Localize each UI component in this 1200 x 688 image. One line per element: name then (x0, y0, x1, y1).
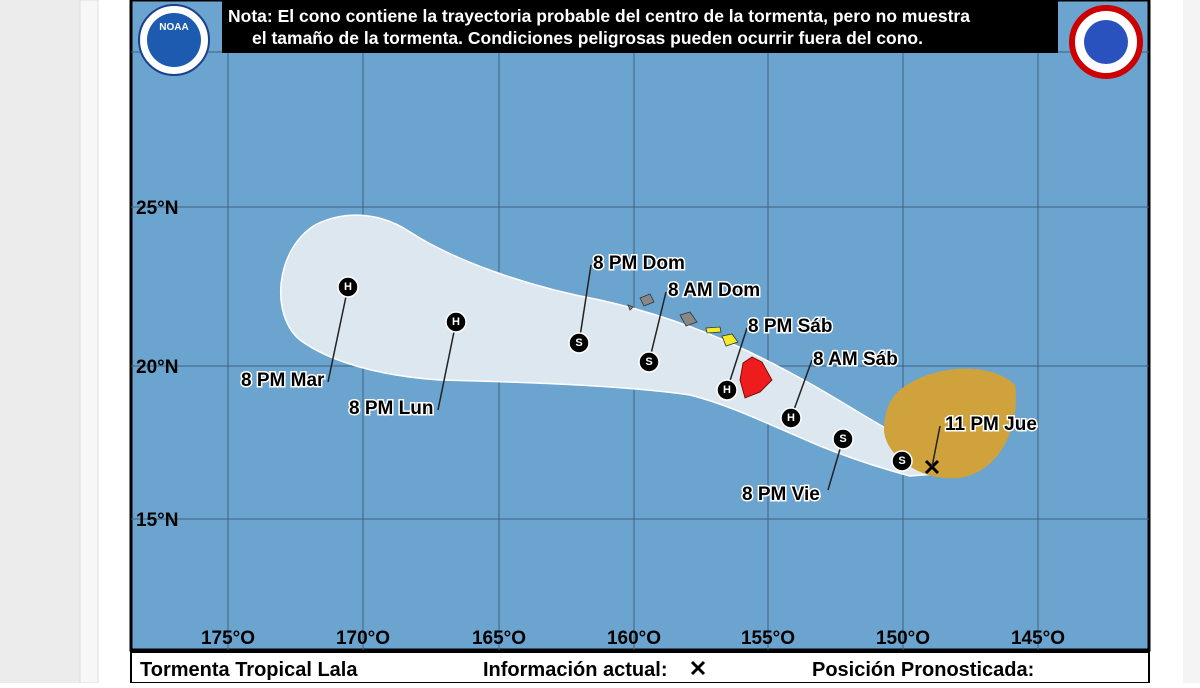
lon-label: 165°O (472, 628, 526, 649)
forecast-cone (280, 214, 936, 477)
grid: 25°N 20°N 15°N 175°O 170°O 165°O 160°O 155°O 150… (131, 0, 1149, 650)
leader (437, 321, 457, 411)
legend-title: Tormenta Tropical Lala (140, 659, 358, 681)
forecast-symbol: S (898, 455, 905, 467)
forecast-point (568, 332, 590, 354)
leader (578, 264, 592, 344)
islands-yellow (705, 326, 739, 347)
forecast-label: 11 PM Jue (945, 414, 1037, 435)
forecast-point (891, 450, 913, 472)
note-box (222, 0, 1058, 53)
forecast-point (445, 311, 467, 333)
lon-label: 155°O (741, 628, 795, 649)
island-warning (739, 356, 773, 399)
leader (931, 425, 941, 468)
lat-label: 15°N (136, 510, 178, 531)
forecast-point (337, 276, 359, 298)
forecast-point (638, 351, 660, 373)
leader (648, 291, 667, 363)
forecast-label: 8 AM Dom (668, 280, 760, 301)
forecast-symbol: S (645, 356, 652, 368)
forecast-symbol: S (575, 337, 582, 349)
forecast-label: 8 PM Mar (241, 370, 325, 391)
legend-forecast: Posición Pronosticada: (812, 659, 1034, 681)
note-line: Nota: El cono contiene la trayectoria pr… (228, 6, 970, 26)
islands-gray (627, 293, 698, 327)
note-line: el tamaño de la tormenta. Condiciones pe… (252, 28, 923, 48)
forecast-point (780, 407, 802, 429)
leader (726, 327, 748, 391)
leader (327, 286, 349, 383)
lon-label: 170°O (336, 628, 390, 649)
lon-label: 160°O (607, 628, 661, 649)
lon-label: 150°O (876, 628, 930, 649)
forecast-symbol: H (787, 412, 795, 424)
forecast-symbol: H (344, 281, 352, 293)
forecast-label: 8 PM Sáb (748, 316, 832, 337)
forecast-label: 8 PM Lun (349, 398, 433, 419)
legend-box (130, 651, 1150, 684)
noaa-logo-inner (147, 13, 201, 67)
logo-text: NOAA (159, 22, 188, 33)
current-icon (690, 660, 706, 676)
forecast-symbol: H (452, 316, 460, 328)
left-margin (0, 0, 80, 683)
nws-logo-inner (1084, 20, 1128, 64)
lon-label: 175°O (201, 628, 255, 649)
lon-label: 145°O (1011, 628, 1065, 649)
lat-label: 20°N (136, 357, 178, 378)
forecast-label: 8 PM Vie (742, 484, 820, 505)
forecast-point (832, 428, 854, 450)
track: S 11 PM Jue S 8 PM Vie H 8 AM Sáb H 8 PM Sáb S 8 … (240, 252, 1039, 507)
legend-current: Información actual: (483, 659, 667, 681)
forecast-symbol: S (839, 433, 846, 445)
forecast-label: 8 AM Sáb (813, 349, 898, 370)
forecast-point (716, 379, 738, 401)
forecast-label: 8 PM Dom (593, 253, 685, 274)
lat-label: 25°N (136, 198, 178, 219)
gutter (79, 0, 99, 684)
right-margin (1183, 0, 1200, 683)
forecast-symbol: H (723, 384, 731, 396)
warning-area (884, 368, 1016, 479)
